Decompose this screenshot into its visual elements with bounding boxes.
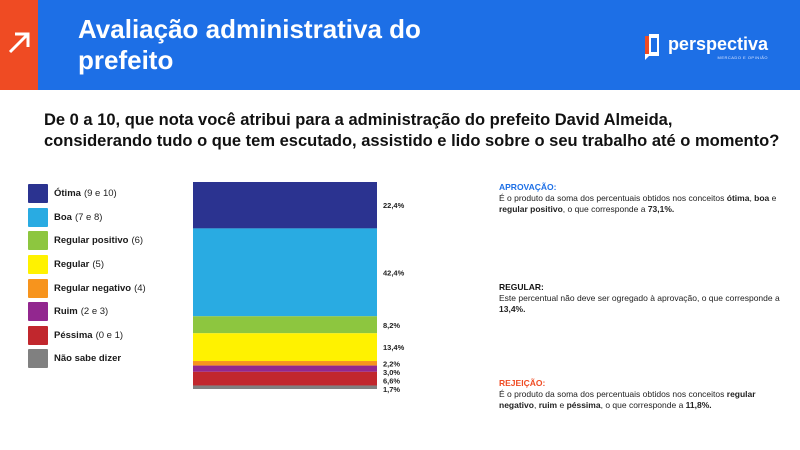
legend-swatch — [28, 278, 48, 298]
header-bar: Avaliação administrativa do prefeito per… — [38, 0, 800, 90]
logo: perspectiva MERCADO E OPINIÃO — [642, 32, 768, 62]
legend-swatch — [28, 255, 48, 275]
note-regular-text: Este percentual não deve ser ogregado à … — [499, 293, 780, 303]
note-aprovacao-text: , — [749, 193, 755, 203]
legend-range: (4) — [134, 282, 146, 294]
note-aprovacao-value: 73,1%. — [647, 204, 675, 214]
legend-swatch — [28, 231, 48, 251]
note-rejeicao-text: , — [533, 400, 539, 410]
legend-range: (6) — [131, 235, 144, 247]
data-label: 13,4% — [383, 343, 405, 352]
chart-legend: Ótima (9 e 10) Boa (7 e 8) Regular positivo(… — [28, 182, 146, 371]
data-label: 2,2% — [383, 359, 400, 368]
note-aprovacao-text: , o que corresponde a — [562, 204, 648, 214]
legend-item: Não sabe dizer — [28, 347, 146, 371]
arrow-up-right-icon — [8, 32, 30, 54]
legend-swatch — [28, 302, 48, 322]
note-aprovacao-text: e — [769, 193, 777, 203]
bar-segment — [193, 182, 377, 229]
legend-label: Péssima — [54, 329, 93, 341]
note-rejeicao-bold: regular negativo — [499, 389, 756, 410]
logo-text: perspectiva — [667, 33, 768, 54]
page-title: Avaliação administrativa do prefeito — [78, 14, 421, 75]
legend-swatch — [28, 349, 48, 369]
bar-segment — [193, 228, 377, 317]
bar-segment — [193, 316, 377, 334]
legend-label: Regular negativo — [54, 282, 132, 294]
orange-accent-block — [0, 0, 38, 90]
bar-segment — [193, 361, 377, 366]
note-regular-title: REGULAR: — [499, 282, 544, 292]
legend-item: Regular negativo (4) — [28, 276, 146, 300]
data-label: 6,6% — [383, 376, 400, 385]
note-aprovacao-title: APROVAÇÃO: — [499, 182, 557, 192]
data-label: 3,0% — [383, 368, 400, 377]
note-aprovacao: APROVAÇÃO: É o produto da soma dos perce… — [499, 182, 784, 215]
logo-subtext: MERCADO E OPINIÃO — [717, 54, 768, 60]
legend-range: (2 e 3) — [80, 306, 109, 318]
legend-label: Regular positivo — [54, 235, 129, 247]
legend-item: Ruim (2 e 3) — [28, 300, 146, 324]
note-rejeicao-bold: péssima — [566, 400, 601, 410]
data-label: 1,7% — [383, 385, 400, 394]
legend-range: (0 e 1) — [95, 329, 124, 341]
legend-swatch — [28, 325, 48, 345]
note-regular-value: 13,4%. — [499, 304, 526, 314]
legend-range: (9 e 10) — [83, 188, 117, 200]
note-rejeicao-text: , o que corresponde a — [600, 400, 686, 410]
legend-swatch — [28, 184, 48, 204]
data-label: 8,2% — [383, 321, 400, 330]
note-aprovacao-bold: boa — [754, 193, 770, 203]
logo-mark-icon — [644, 34, 659, 60]
question-text: De 0 a 10, que nota você atribui para a … — [44, 111, 780, 150]
note-rejeicao-value: 11,8%. — [685, 400, 712, 410]
legend-item: Ótima (9 e 10) — [28, 182, 146, 206]
legend-label: Ótima — [54, 188, 81, 200]
note-rejeicao-title: REJEIÇÃO: — [499, 378, 546, 388]
bar-segment — [193, 333, 377, 362]
bar-segment — [193, 385, 377, 389]
bar-segment — [193, 365, 377, 372]
legend-range: (7 e 8) — [74, 211, 103, 223]
legend-label: Ruim — [54, 306, 78, 318]
legend-swatch — [28, 207, 48, 227]
note-rejeicao: REJEIÇÃO: É o produto da soma dos percen… — [499, 378, 784, 411]
legend-label: Não sabe dizer — [54, 353, 122, 365]
data-label: 42,4% — [383, 268, 405, 277]
legend-item: Boa (7 e 8) — [28, 206, 146, 230]
legend-label: Boa — [54, 211, 72, 223]
note-aprovacao-text: É o produto da soma dos percentuais obti… — [499, 193, 727, 203]
note-rejeicao-text: e — [557, 400, 567, 410]
legend-item: Regular (5) — [28, 253, 146, 277]
note-regular: REGULAR: Este percentual não deve ser og… — [499, 282, 784, 315]
note-aprovacao-bold: regular positivo — [499, 204, 563, 214]
bar-segment — [193, 371, 377, 386]
data-label: 22,4% — [383, 201, 405, 210]
note-aprovacao-bold: ótima — [726, 193, 750, 203]
legend-item: Péssima (0 e 1) — [28, 324, 146, 348]
note-rejeicao-text: É o produto da soma dos percentuais obti… — [499, 389, 727, 399]
note-rejeicao-bold: ruim — [538, 400, 558, 410]
legend-range: (5) — [92, 259, 104, 271]
legend-item: Regular positivo (6) — [28, 229, 146, 253]
legend-label: Regular — [54, 259, 90, 271]
